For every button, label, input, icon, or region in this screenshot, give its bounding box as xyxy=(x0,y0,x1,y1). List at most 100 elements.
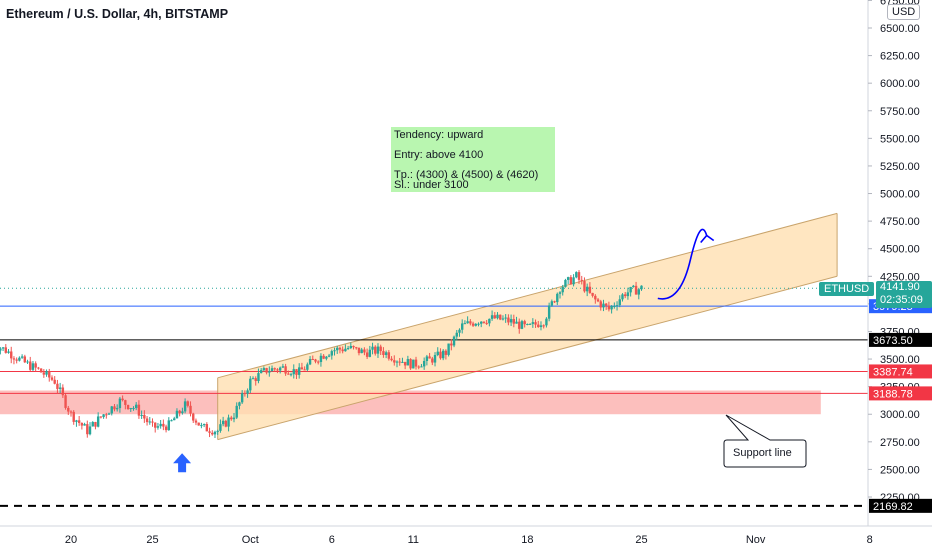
x-tick-label: 18 xyxy=(521,534,533,546)
candle-body xyxy=(422,361,426,367)
note-tp: Tp.: (4300) & (4500) & (4620) xyxy=(394,169,539,181)
candle-body xyxy=(219,424,222,431)
candle-body xyxy=(371,346,374,350)
projection-arrow-head xyxy=(700,234,715,243)
symbol-label: ETHUSD xyxy=(819,282,875,296)
candle-body xyxy=(270,368,274,372)
candle-body xyxy=(390,358,393,361)
candle-body xyxy=(602,303,605,308)
candle-body xyxy=(96,416,100,427)
y-tick-label: 4500.00 xyxy=(880,244,920,256)
candle-body xyxy=(18,357,21,361)
candle-body xyxy=(148,421,151,423)
candle-body xyxy=(384,352,388,355)
candle-body xyxy=(490,315,494,319)
candle-body xyxy=(360,349,363,354)
x-tick-label: 25 xyxy=(146,534,158,546)
candle-body xyxy=(368,349,372,357)
candle-body xyxy=(572,277,575,285)
candle-body xyxy=(56,383,59,389)
y-tick-label: 5250.00 xyxy=(880,161,920,173)
candle-body xyxy=(240,393,244,403)
currency-button[interactable]: USD xyxy=(887,4,921,20)
candle-body xyxy=(461,323,464,330)
candle-body xyxy=(143,414,146,419)
candle-body xyxy=(507,317,510,323)
candle-body xyxy=(254,378,257,382)
candle-body xyxy=(135,404,138,409)
candle-body xyxy=(287,373,290,375)
candle-body xyxy=(162,423,165,427)
candle-body xyxy=(132,408,135,410)
candle-body xyxy=(393,360,396,363)
candle-body xyxy=(10,351,13,359)
candle-body xyxy=(58,387,62,389)
candle-body xyxy=(61,387,65,396)
candle-body xyxy=(306,364,309,370)
candle-body xyxy=(504,317,507,319)
candle-body xyxy=(262,368,266,371)
candle-body xyxy=(420,366,423,368)
candle-body xyxy=(618,299,621,306)
channel-upper-line xyxy=(217,212,838,379)
candle-body xyxy=(121,398,124,401)
candle-body xyxy=(88,426,92,435)
candle-body xyxy=(145,418,149,423)
price-label-bg-1 xyxy=(869,332,932,347)
candle-body xyxy=(221,420,225,425)
candle-body xyxy=(547,305,551,319)
candle-body xyxy=(485,322,488,324)
candle-body xyxy=(403,361,407,366)
x-tick-label: Oct xyxy=(242,534,259,546)
candle-body xyxy=(194,420,198,423)
candle-body xyxy=(173,418,176,421)
candle-body xyxy=(278,367,282,371)
candle-body xyxy=(344,348,347,352)
candle-body xyxy=(526,323,529,325)
candle-body xyxy=(243,393,247,395)
candle-body xyxy=(515,321,518,324)
candle-body xyxy=(48,371,51,378)
candle-body xyxy=(107,413,111,415)
candle-body xyxy=(632,285,635,288)
candle-body xyxy=(156,426,160,428)
price-label-4: 2169.82 xyxy=(873,501,913,513)
candle-body xyxy=(493,315,496,319)
candle-body xyxy=(251,378,255,380)
candle-body xyxy=(124,400,127,405)
note-sl: Sl.: under 3100 xyxy=(394,179,469,191)
candle-body xyxy=(115,408,119,410)
candle-body xyxy=(471,323,475,326)
candle-body xyxy=(64,395,67,408)
candle-body xyxy=(387,352,391,359)
candle-body xyxy=(374,346,377,354)
chart-title: Ethereum / U.S. Dollar, 4h, BITSTAMP xyxy=(6,7,229,21)
y-tick-label: 6750.00 xyxy=(880,0,920,7)
candle-body xyxy=(23,356,27,363)
candle-body xyxy=(192,413,195,421)
candle-body xyxy=(580,279,583,282)
candle-body xyxy=(629,287,632,293)
candle-body xyxy=(20,356,24,358)
candle-body xyxy=(129,408,132,410)
candle-body xyxy=(284,366,287,374)
candle-body xyxy=(482,321,486,323)
last-price-tag: 4141.90 02:35:09 xyxy=(876,281,932,308)
candle-body xyxy=(412,359,415,369)
candle-body xyxy=(433,355,437,363)
x-tick-label: 6 xyxy=(329,534,335,546)
x-tick-label: Nov xyxy=(746,534,766,546)
candle-body xyxy=(154,422,157,428)
candle-body xyxy=(75,420,78,422)
candle-body xyxy=(322,355,325,359)
candle-body xyxy=(268,371,271,373)
support-line-callout xyxy=(723,414,807,468)
candle-body xyxy=(67,407,70,412)
note-tendency: Tendency: upward xyxy=(394,129,484,141)
trade-idea-note: Tendency: upward Entry: above 4100 Tp.: … xyxy=(391,127,555,192)
candle-body xyxy=(110,406,113,414)
candle-body xyxy=(439,351,442,359)
candle-body xyxy=(409,359,412,369)
candle-body xyxy=(308,359,312,365)
